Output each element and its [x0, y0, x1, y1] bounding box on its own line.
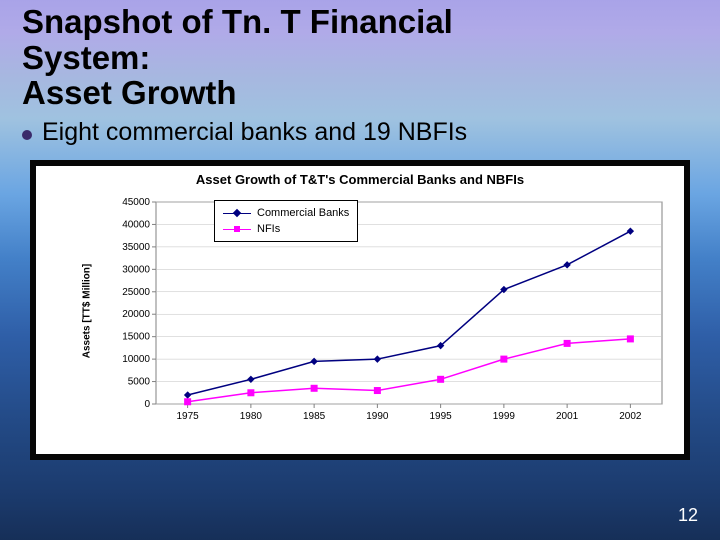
- chart-svg: 0 5000 10000 15000 20000 25000 30000 35000 40000…: [108, 198, 670, 424]
- legend-label: NFIs: [257, 221, 280, 237]
- svg-text:1999: 1999: [493, 411, 516, 422]
- slide: Snapshot of Tn. T Financial System: Asse…: [0, 0, 720, 540]
- bullet-icon: [22, 130, 32, 140]
- legend-marker-icon: [223, 224, 251, 234]
- svg-text:1995: 1995: [430, 411, 453, 422]
- page-number: 12: [678, 505, 698, 526]
- title-line-2: System:: [22, 40, 682, 76]
- legend-row: Commercial Banks: [223, 205, 349, 221]
- svg-text:2002: 2002: [619, 411, 642, 422]
- svg-text:0: 0: [144, 399, 150, 410]
- svg-text:10000: 10000: [122, 354, 150, 365]
- title-line-1: Snapshot of Tn. T Financial: [22, 4, 682, 40]
- title-line-3: Asset Growth: [22, 75, 682, 111]
- chart-title: Asset Growth of T&T's Commercial Banks a…: [36, 166, 684, 187]
- chart-legend: Commercial BanksNFIs: [214, 200, 358, 242]
- svg-text:5000: 5000: [128, 377, 151, 388]
- svg-text:1985: 1985: [303, 411, 326, 422]
- svg-text:20000: 20000: [122, 309, 150, 320]
- bullet-row: Eight commercial banks and 19 NBFIs: [22, 118, 682, 147]
- svg-text:1975: 1975: [177, 411, 200, 422]
- bullet-text: Eight commercial banks and 19 NBFIs: [42, 118, 467, 147]
- legend-row: NFIs: [223, 221, 349, 237]
- legend-marker-icon: [223, 208, 251, 218]
- chart-frame: Asset Growth of T&T's Commercial Banks a…: [30, 160, 690, 460]
- slide-title: Snapshot of Tn. T Financial System: Asse…: [22, 4, 682, 111]
- svg-text:25000: 25000: [122, 287, 150, 298]
- svg-text:15000: 15000: [122, 332, 150, 343]
- plot-region: Assets [TT$ Million] 0 5000 10000 15000 2000…: [64, 198, 670, 424]
- svg-text:30000: 30000: [122, 264, 150, 275]
- legend-label: Commercial Banks: [257, 205, 349, 221]
- svg-text:35000: 35000: [122, 242, 150, 253]
- chart-inner: Asset Growth of T&T's Commercial Banks a…: [36, 166, 684, 454]
- svg-text:45000: 45000: [122, 198, 150, 208]
- svg-text:1990: 1990: [366, 411, 389, 422]
- svg-text:1980: 1980: [240, 411, 263, 422]
- svg-text:2001: 2001: [556, 411, 579, 422]
- y-axis-label: Assets [TT$ Million]: [82, 264, 93, 358]
- svg-text:40000: 40000: [122, 219, 150, 230]
- chart-svg-container: 0 5000 10000 15000 20000 25000 30000 35000 40000…: [108, 198, 670, 424]
